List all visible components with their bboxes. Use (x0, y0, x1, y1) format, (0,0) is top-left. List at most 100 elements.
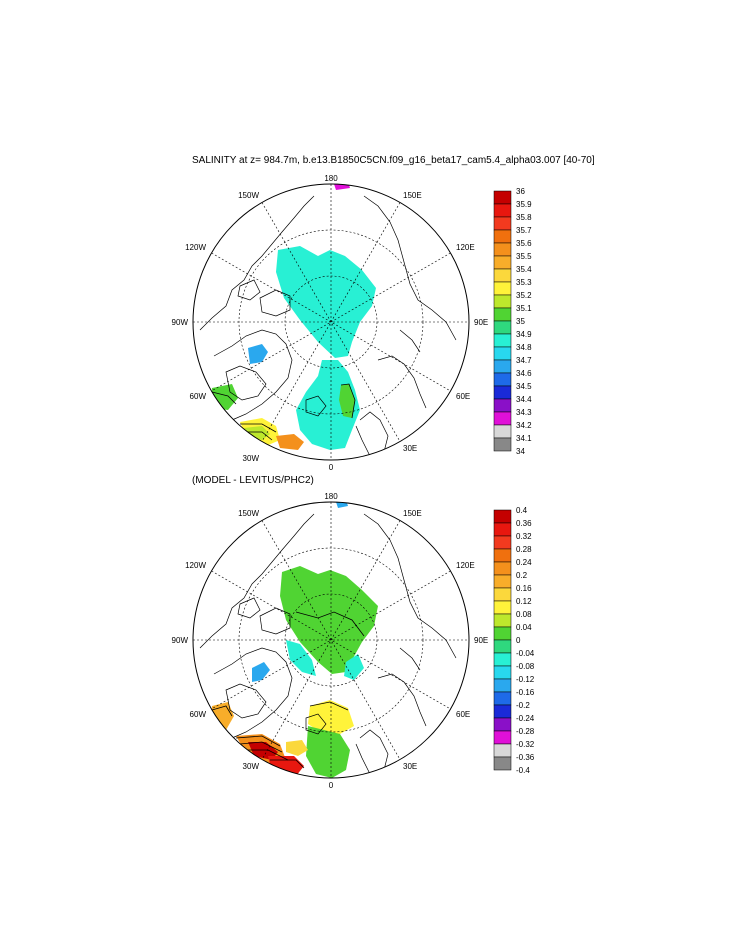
colorbar-label: 0.32 (516, 532, 532, 541)
colorbar-label: 34.4 (516, 395, 532, 404)
colorbar-label: 0.28 (516, 545, 532, 554)
colorbar-swatch (493, 398, 512, 413)
colorbar-label: 0.16 (516, 584, 532, 593)
colorbar-label: 34.6 (516, 369, 532, 378)
fram-yellow-region (308, 700, 354, 734)
colorbar-swatch (493, 242, 512, 257)
top-longitude-labels: 180 150E 120E 90E 60E 30E 0 30W 60W 90W … (172, 174, 489, 472)
colorbar-swatch (493, 255, 512, 270)
nordic-seas-salinity-region (296, 360, 360, 450)
arctic-salinity-region (276, 246, 376, 358)
atlantic-orange-region (276, 434, 304, 450)
colorbar-swatch (493, 756, 512, 771)
top-contours (211, 383, 356, 441)
colorbar-swatch (493, 333, 512, 348)
norway-green-region (339, 384, 355, 418)
colorbar-label: 34.1 (516, 434, 532, 443)
colorbar-label: 34.9 (516, 330, 532, 339)
bottom-lon-label: 120W (185, 561, 206, 570)
colorbar-label: -0.2 (516, 701, 530, 710)
bottom-colorbar: 0.4 0.36 0.32 0.28 0.24 0.2 0.16 0.12 0.08 0.04 0 -… (493, 506, 535, 775)
colorbar-swatch (493, 229, 512, 244)
colorbar-swatch (493, 535, 512, 550)
top-colorbar: 36 35.9 35.8 35.7 35.6 35.5 35.4 35.3 35.2 35.1 35… (493, 187, 532, 456)
labrador-green-region (212, 384, 238, 410)
colorbar-label: 35.9 (516, 200, 532, 209)
bottom-lon-label: 150W (238, 509, 259, 518)
colorbar-label: 0.24 (516, 558, 532, 567)
colorbar-label: 0.2 (516, 571, 528, 580)
colorbar-label: 34 (516, 447, 525, 456)
colorbar-label: 35.3 (516, 278, 532, 287)
bottom-lon-label: 30W (243, 762, 260, 771)
colorbar-label: 34.8 (516, 343, 532, 352)
colorbar-label: 0 (516, 636, 521, 645)
colorbar-label: 35.7 (516, 226, 532, 235)
top-map-field (199, 184, 457, 457)
bottom-graticule (193, 502, 469, 778)
colorbar-label: 0.08 (516, 610, 532, 619)
bottom-lon-label: 120E (456, 561, 475, 570)
colorbar-label: 34.3 (516, 408, 532, 417)
colorbar-swatch (493, 717, 512, 732)
top-coastlines (199, 195, 457, 457)
arctic-cyan-patch (344, 654, 364, 680)
colorbar-label: 36 (516, 187, 525, 196)
colorbar-label: -0.24 (516, 714, 535, 723)
top-lon-label: 120W (185, 243, 206, 252)
top-lon-label: 90E (474, 318, 488, 327)
colorbar-swatch (493, 704, 512, 719)
colorbar-label: 35.2 (516, 291, 532, 300)
top-polar-map: 180 150E 120E 90E 60E 30E 0 30W 60W 90W … (172, 174, 533, 472)
colorbar-swatch (493, 665, 512, 680)
top-graticule (193, 184, 469, 460)
bottom-map-field (199, 502, 457, 778)
bottom-lon-label: 60W (190, 710, 207, 719)
colorbar-swatch (493, 281, 512, 296)
atlantic-yellow-anomaly (286, 740, 308, 756)
top-lon-label: 90W (172, 318, 189, 327)
colorbar-label: -0.4 (516, 766, 530, 775)
colorbar-swatch (493, 320, 512, 335)
colorbar-label: 0.4 (516, 506, 528, 515)
arctic-cyan-fringe (286, 640, 316, 676)
colorbar-swatch (493, 294, 512, 309)
colorbar-swatch (493, 561, 512, 576)
top-lon-label: 0 (329, 463, 334, 472)
colorbar-swatch (493, 268, 512, 283)
colorbar-swatch (493, 509, 512, 524)
bottom-lon-label: 180 (324, 492, 338, 501)
colorbar-label: -0.28 (516, 727, 535, 736)
colorbar-swatch (493, 626, 512, 641)
bottom-longitude-labels: 180 150E 120E 90E 60E 30E 0 30W 60W 90W … (172, 492, 489, 790)
bering-magenta-region (334, 184, 350, 190)
top-lon-label: 60W (190, 392, 207, 401)
top-lon-label: 60E (456, 392, 470, 401)
bottom-coastlines (199, 513, 457, 775)
bottom-map-title: (MODEL - LEVITUS/PHC2) (192, 475, 314, 486)
colorbar-swatch (493, 574, 512, 589)
colorbar-label: 35.1 (516, 304, 532, 313)
colorbar-swatch (493, 600, 512, 615)
colorbar-swatch (493, 346, 512, 361)
colorbar-label: -0.08 (516, 662, 535, 671)
colorbar-swatch (493, 613, 512, 628)
colorbar-swatch (493, 548, 512, 563)
top-lon-label: 180 (324, 174, 338, 183)
bottom-lon-label: 90E (474, 636, 488, 645)
top-lon-label: 30E (403, 444, 417, 453)
colorbar-label: 35.5 (516, 252, 532, 261)
colorbar-label: 34.5 (516, 382, 532, 391)
colorbar-label: -0.32 (516, 740, 535, 749)
colorbar-swatch (493, 691, 512, 706)
top-lon-label: 120E (456, 243, 475, 252)
colorbar-label: -0.16 (516, 688, 535, 697)
nordic-green-region (306, 726, 350, 778)
colorbar-swatch (493, 743, 512, 758)
colorbar-label: 35.4 (516, 265, 532, 274)
bottom-lon-label: 60E (456, 710, 470, 719)
colorbar-label: 0.12 (516, 597, 532, 606)
colorbar-swatch (493, 730, 512, 745)
colorbar-label: 35.8 (516, 213, 532, 222)
top-lon-label: 150E (403, 191, 422, 200)
